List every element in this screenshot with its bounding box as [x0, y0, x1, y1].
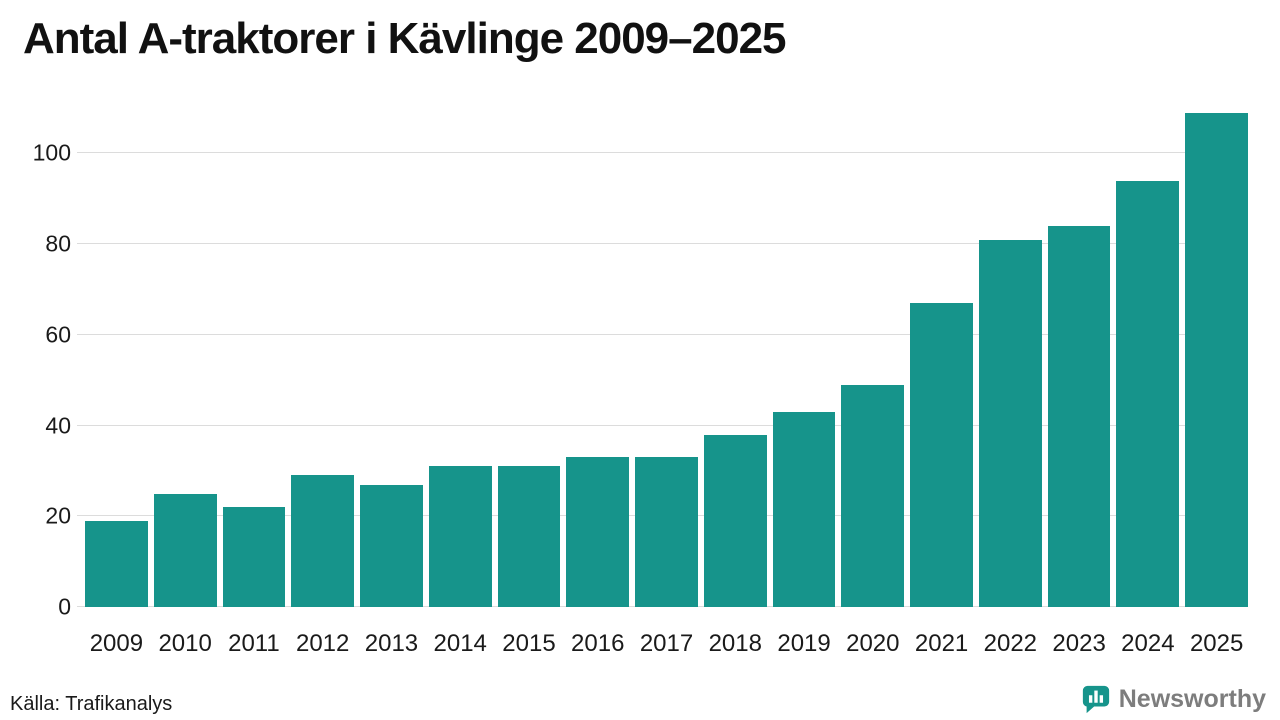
newsworthy-logo-icon [1082, 685, 1109, 714]
bar-2014 [428, 466, 492, 607]
bar-2011 [222, 507, 286, 607]
y-tick-label-80: 80 [45, 230, 71, 257]
x-tick-label-2016: 2016 [571, 630, 625, 657]
x-tick-label-2023: 2023 [1052, 630, 1106, 657]
y-tick-label-0: 0 [58, 593, 71, 620]
gridline-40 [77, 424, 1248, 426]
bar-2021 [910, 303, 973, 607]
source-text: Källa: Trafikanalys [10, 693, 173, 715]
x-tick-label-2025: 2025 [1189, 630, 1244, 657]
gridline-80 [77, 243, 1248, 245]
x-axis-labels: 2009 2010 2011 2012 2013 2014 2015 2016 2017 2018… [85, 630, 1248, 658]
x-tick-label-2012: 2012 [295, 630, 350, 657]
x-tick-label-2022: 2022 [983, 630, 1038, 657]
bar-2010 [153, 493, 217, 607]
bar-2015 [497, 466, 561, 607]
x-tick-label-2011: 2011 [228, 630, 280, 657]
y-tick-label-40: 40 [45, 412, 71, 439]
plot-area: 0 20 40 60 80 100 [33, 108, 1249, 620]
x-tick-label-2010: 2010 [158, 630, 212, 657]
gridline-60 [77, 333, 1248, 335]
y-tick-label-60: 60 [45, 321, 71, 348]
bars-container [85, 108, 1249, 607]
x-tick-label-2017: 2017 [639, 630, 694, 657]
x-tick-label-2018: 2018 [708, 630, 762, 657]
bar-2020 [841, 384, 905, 607]
x-tick-label-2013: 2013 [364, 630, 419, 657]
gridline-100 [77, 152, 1248, 154]
x-tick-label-2021: 2021 [914, 630, 969, 657]
x-tick-label-2014: 2014 [433, 630, 487, 657]
newsworthy-logo-text: Newsworthy [1118, 684, 1266, 713]
x-tick-label-2009: 2009 [89, 630, 144, 657]
bar-2013 [360, 484, 423, 607]
bar-2024 [1116, 180, 1180, 607]
bar-2017 [635, 457, 698, 607]
bar-2019 [772, 411, 836, 607]
y-tick-label-100: 100 [32, 139, 71, 166]
bar-2018 [703, 434, 767, 607]
chart-title: Antal A-traktorer i Kävlinge 2009–2025 [23, 14, 787, 63]
bar-2022 [978, 239, 1042, 607]
x-tick-label-2015: 2015 [502, 630, 556, 657]
bar-2009 [85, 520, 148, 607]
x-tick-label-2019: 2019 [777, 630, 831, 657]
x-tick-label-2020: 2020 [846, 630, 900, 657]
y-tick-label-20: 20 [45, 502, 71, 529]
bar-2016 [566, 457, 630, 607]
newsworthy-logo: Newsworthy [1081, 684, 1266, 714]
bar-2012 [291, 475, 355, 607]
bar-2023 [1047, 225, 1111, 607]
bar-2025 [1185, 112, 1249, 607]
x-tick-label-2024: 2024 [1121, 630, 1175, 657]
